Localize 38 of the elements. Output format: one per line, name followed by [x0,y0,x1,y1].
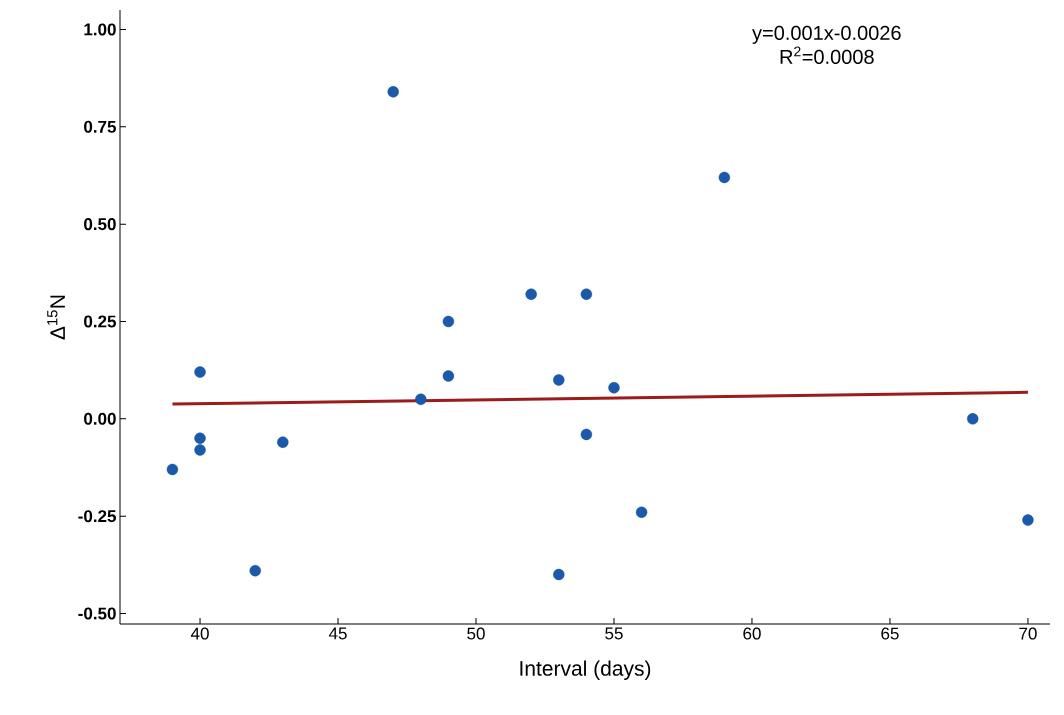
x-tick-label: 55 [605,627,623,640]
y-tick-label: -0.25 [78,510,116,523]
y-tick-label: 0.00 [84,412,116,425]
point [635,506,648,518]
x-tick-label: 40 [190,627,209,640]
y-tick-label: 0.75 [84,120,116,133]
x-tick-label: 50 [467,627,485,640]
point [166,463,179,476]
point [194,366,206,378]
point [194,432,206,444]
y-tick-label: 1.00 [84,23,116,36]
y-tick-label: 0.25 [84,315,116,328]
point [525,288,537,300]
point [1022,514,1034,526]
x-tick-label: 70 [1019,627,1037,640]
annotation: R$^{2}$=0.0008 [780,46,874,64]
point [442,315,455,328]
point [967,413,979,425]
point [580,288,593,300]
x-tick-label: 45 [328,627,347,640]
y-tick-label: -0.50 [78,607,116,620]
x-axis-title: Interval (days) [520,660,651,681]
point [553,568,565,581]
point [194,444,206,456]
point [580,428,593,441]
point [415,393,427,406]
annotation: y=0.001x-0.0026 [752,25,901,44]
point [387,86,399,98]
point [442,370,455,382]
point [553,374,565,386]
point [277,436,289,448]
y-axis-title: Δ$^{15}$N [47,295,65,340]
x-tick-label: 65 [881,627,899,640]
point [249,564,261,577]
y-tick-label: 0.50 [84,218,116,231]
x-tick-label: 60 [743,627,761,640]
point [608,381,620,394]
point [718,171,731,184]
